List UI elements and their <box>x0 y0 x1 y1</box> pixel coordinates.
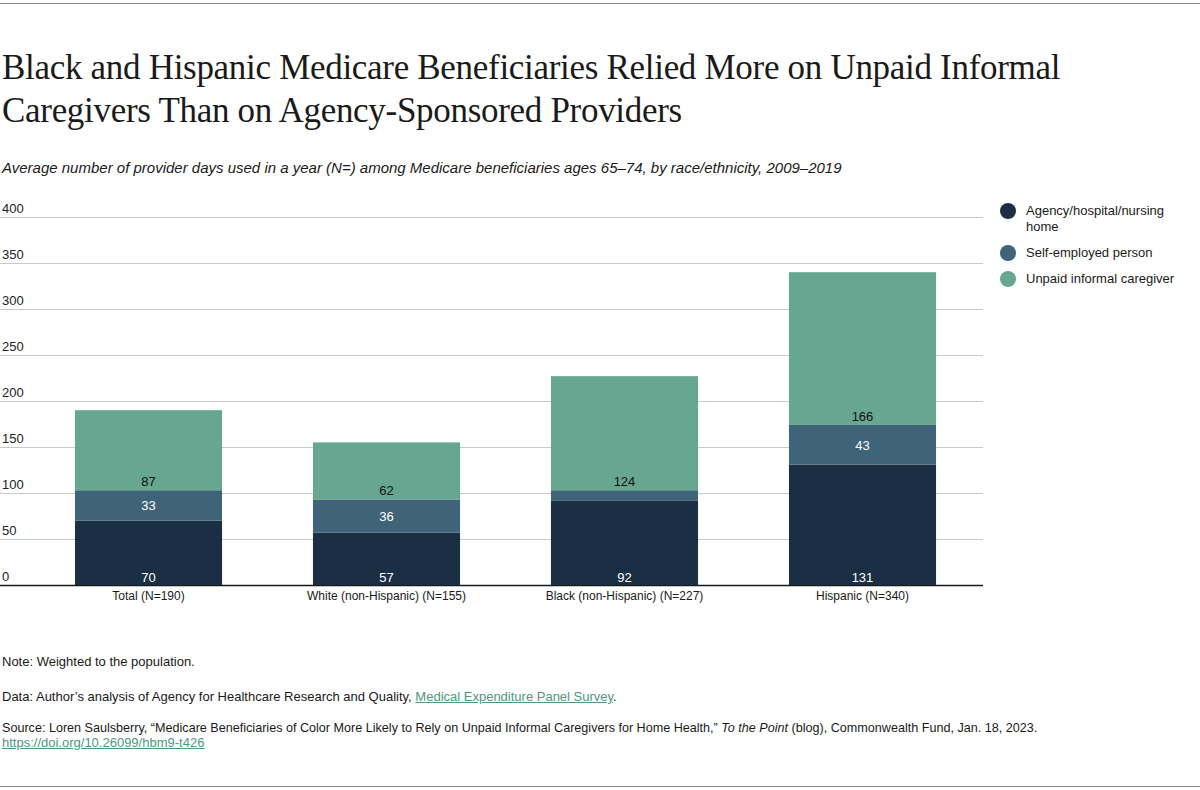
notes: Note: Weighted to the population. Data: A… <box>2 654 1037 750</box>
legend-item: Agency/hospital/nursing home <box>1000 203 1186 235</box>
bar <box>75 410 222 490</box>
data-label: 124 <box>614 474 636 489</box>
legend-swatch <box>1000 245 1016 261</box>
y-tick-label: 200 <box>2 385 24 400</box>
subtitle: Average number of provider days used in … <box>2 159 842 176</box>
legend-swatch <box>1000 271 1016 287</box>
y-tick-label: 300 <box>2 293 24 308</box>
source-url: https://doi.org/10.26099/hbm9-t426 <box>2 735 204 750</box>
y-tick-label: 100 <box>2 477 24 492</box>
x-tick-label: Total (N=190) <box>112 589 184 603</box>
bar <box>313 499 460 532</box>
bar <box>551 490 698 500</box>
grid <box>0 218 983 586</box>
legend-label: Unpaid informal caregiver <box>1026 271 1186 287</box>
data-label: 87 <box>141 474 155 489</box>
bar <box>75 490 222 520</box>
bar <box>551 500 698 585</box>
data-label: 36 <box>379 509 393 524</box>
data-label: 33 <box>141 498 155 513</box>
grid-line <box>0 263 983 264</box>
bar <box>551 376 698 490</box>
source-url-line: https://doi.org/10.26099/hbm9-t426 <box>2 735 1037 750</box>
source-text: (blog), Commonwealth Fund, Jan. 18, 2023… <box>788 721 1037 735</box>
data-source-text: . <box>613 689 617 704</box>
y-tick-label: 150 <box>2 431 24 446</box>
top-rule <box>0 3 1200 4</box>
bar <box>789 425 936 465</box>
data-label: 92 <box>617 570 631 585</box>
data-source-link: Medical Expenditure Panel Survey <box>415 689 613 704</box>
source: Source: Loren Saulsberry, “Medicare Bene… <box>2 721 1037 735</box>
bar <box>313 442 460 499</box>
legend-item: Self-employed person <box>1000 245 1186 261</box>
bar <box>789 464 936 585</box>
x-tick-label: White (non-Hispanic) (N=155) <box>307 589 466 603</box>
data-label: 62 <box>379 483 393 498</box>
y-tick-label: 0 <box>2 569 9 584</box>
data-label: 166 <box>852 409 874 424</box>
grid-line <box>0 217 983 218</box>
note: Note: Weighted to the population. <box>2 654 1037 669</box>
legend: Agency/hospital/nursing home Self-employe… <box>1000 203 1186 287</box>
data-label: 70 <box>141 570 155 585</box>
y-tick-label: 400 <box>2 201 24 216</box>
data-source-text: Data: Author’s analysis of Agency for He… <box>2 689 415 704</box>
source-text: Source: Loren Saulsberry, “Medicare Bene… <box>2 721 721 735</box>
y-tick-label: 250 <box>2 339 24 354</box>
bar <box>789 272 936 425</box>
bars <box>75 272 936 585</box>
legend-label: Self-employed person <box>1026 245 1186 261</box>
legend-swatch <box>1000 203 1016 219</box>
legend-label: Agency/hospital/nursing home <box>1026 203 1186 235</box>
data-label: 43 <box>855 438 869 453</box>
title: Black and Hispanic Medicare Beneficiarie… <box>2 46 1152 132</box>
bottom-rule <box>0 786 1200 787</box>
legend-item: Unpaid informal caregiver <box>1000 271 1186 287</box>
y-tick-label: 350 <box>2 247 24 262</box>
source-italic: To the Point <box>721 721 788 735</box>
bar <box>75 521 222 585</box>
data-labels: 70 33 87 57 36 62 92 124 131 43 166 <box>141 409 873 585</box>
bar <box>313 533 460 585</box>
data-label: 57 <box>379 570 393 585</box>
data-label: 131 <box>852 570 874 585</box>
data-source: Data: Author’s analysis of Agency for He… <box>2 689 1037 704</box>
x-tick-label: Hispanic (N=340) <box>816 589 909 603</box>
y-tick-label: 50 <box>2 523 16 538</box>
x-tick-label: Black (non-Hispanic) (N=227) <box>546 589 704 603</box>
